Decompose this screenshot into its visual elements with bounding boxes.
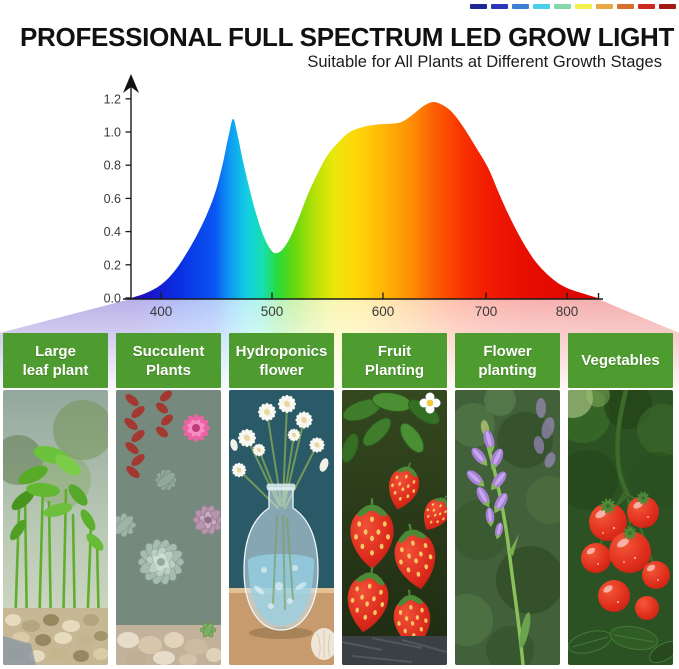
category-succulent-plants: Succulent Plants [116,333,221,665]
x-tick-label: 500 [261,304,284,319]
spectrum-color-legend-dashes [470,4,676,9]
photo-strawberries [342,390,447,665]
category-label: Large leaf plant [3,333,108,388]
category-label-line1: Hydroponics [235,342,328,360]
spectrum-dash [617,4,634,9]
page-title: PROFESSIONAL FULL SPECTRUM LED GROW LIGH… [20,22,675,52]
category-label-line1: Large [35,342,76,360]
category-fruit-planting: Fruit Planting [342,333,447,665]
photo-succulent-plants [116,390,221,665]
spectrum-dash [659,4,676,9]
x-tick-label: 600 [372,304,395,319]
x-axis-ticks: 400 500 600 700 800 [150,292,579,319]
category-label: Fruit Planting [342,333,447,388]
category-label: Flower planting [455,333,560,388]
category-label-line2: leaf plant [22,361,89,379]
plant-category-row: Large leaf plant [0,333,679,665]
spectrum-dash [638,4,655,9]
page-subtitle: Suitable for All Plants at Different Gro… [307,53,662,71]
category-vegetables: Vegetables [568,333,673,665]
y-tick-label: 0.2 [104,258,121,272]
category-label-line2: Plants [145,361,191,379]
category-flower-planting: Flower planting [455,333,560,665]
spectrum-dash [491,4,508,9]
spectrum-dash [512,4,529,9]
y-tick-label: 0.0 [104,292,121,306]
spectrum-dash [470,4,487,9]
x-tick-label: 700 [475,304,498,319]
spectrum-dash [554,4,571,9]
photo-white-flowers-glass-vase [229,390,334,665]
category-label: Succulent Plants [116,333,221,388]
y-tick-label: 1.2 [104,92,121,106]
category-large-leaf-plant: Large leaf plant [3,333,108,665]
category-label-line1: Succulent [132,342,205,360]
category-label-line2: flower [259,361,304,379]
spectrum-curve [131,102,598,299]
category-label-line2: Planting [364,361,425,379]
category-label-line2: planting [478,361,537,379]
photo-tomatoes-on-vine [568,390,673,665]
chart-axes [123,78,603,300]
y-axis-arrow-icon [123,74,139,93]
category-label-line1: Flower [483,342,532,360]
x-tick-label: 400 [150,304,173,319]
photo-purple-flower-buds [455,390,560,665]
category-label-line1: Vegetables [581,352,660,369]
x-tick-label: 800 [556,304,579,319]
y-axis-ticks: 0.0 0.2 0.4 0.6 0.8 1.0 1.2 [104,92,131,306]
spectrum-dash [575,4,592,9]
category-label-line1: Fruit [377,342,412,360]
y-tick-label: 0.6 [104,192,121,206]
y-tick-label: 0.8 [104,159,121,173]
category-label: Hydroponics flower [229,333,334,388]
category-hydroponics-flower: Hydroponics flower [229,333,334,665]
y-tick-label: 1.0 [104,126,121,140]
spectrum-dash [533,4,550,9]
y-tick-label: 0.4 [104,225,121,239]
photo-large-leaf-plant-seedlings [3,390,108,665]
spectrum-dash [596,4,613,9]
category-label: Vegetables [568,333,673,388]
